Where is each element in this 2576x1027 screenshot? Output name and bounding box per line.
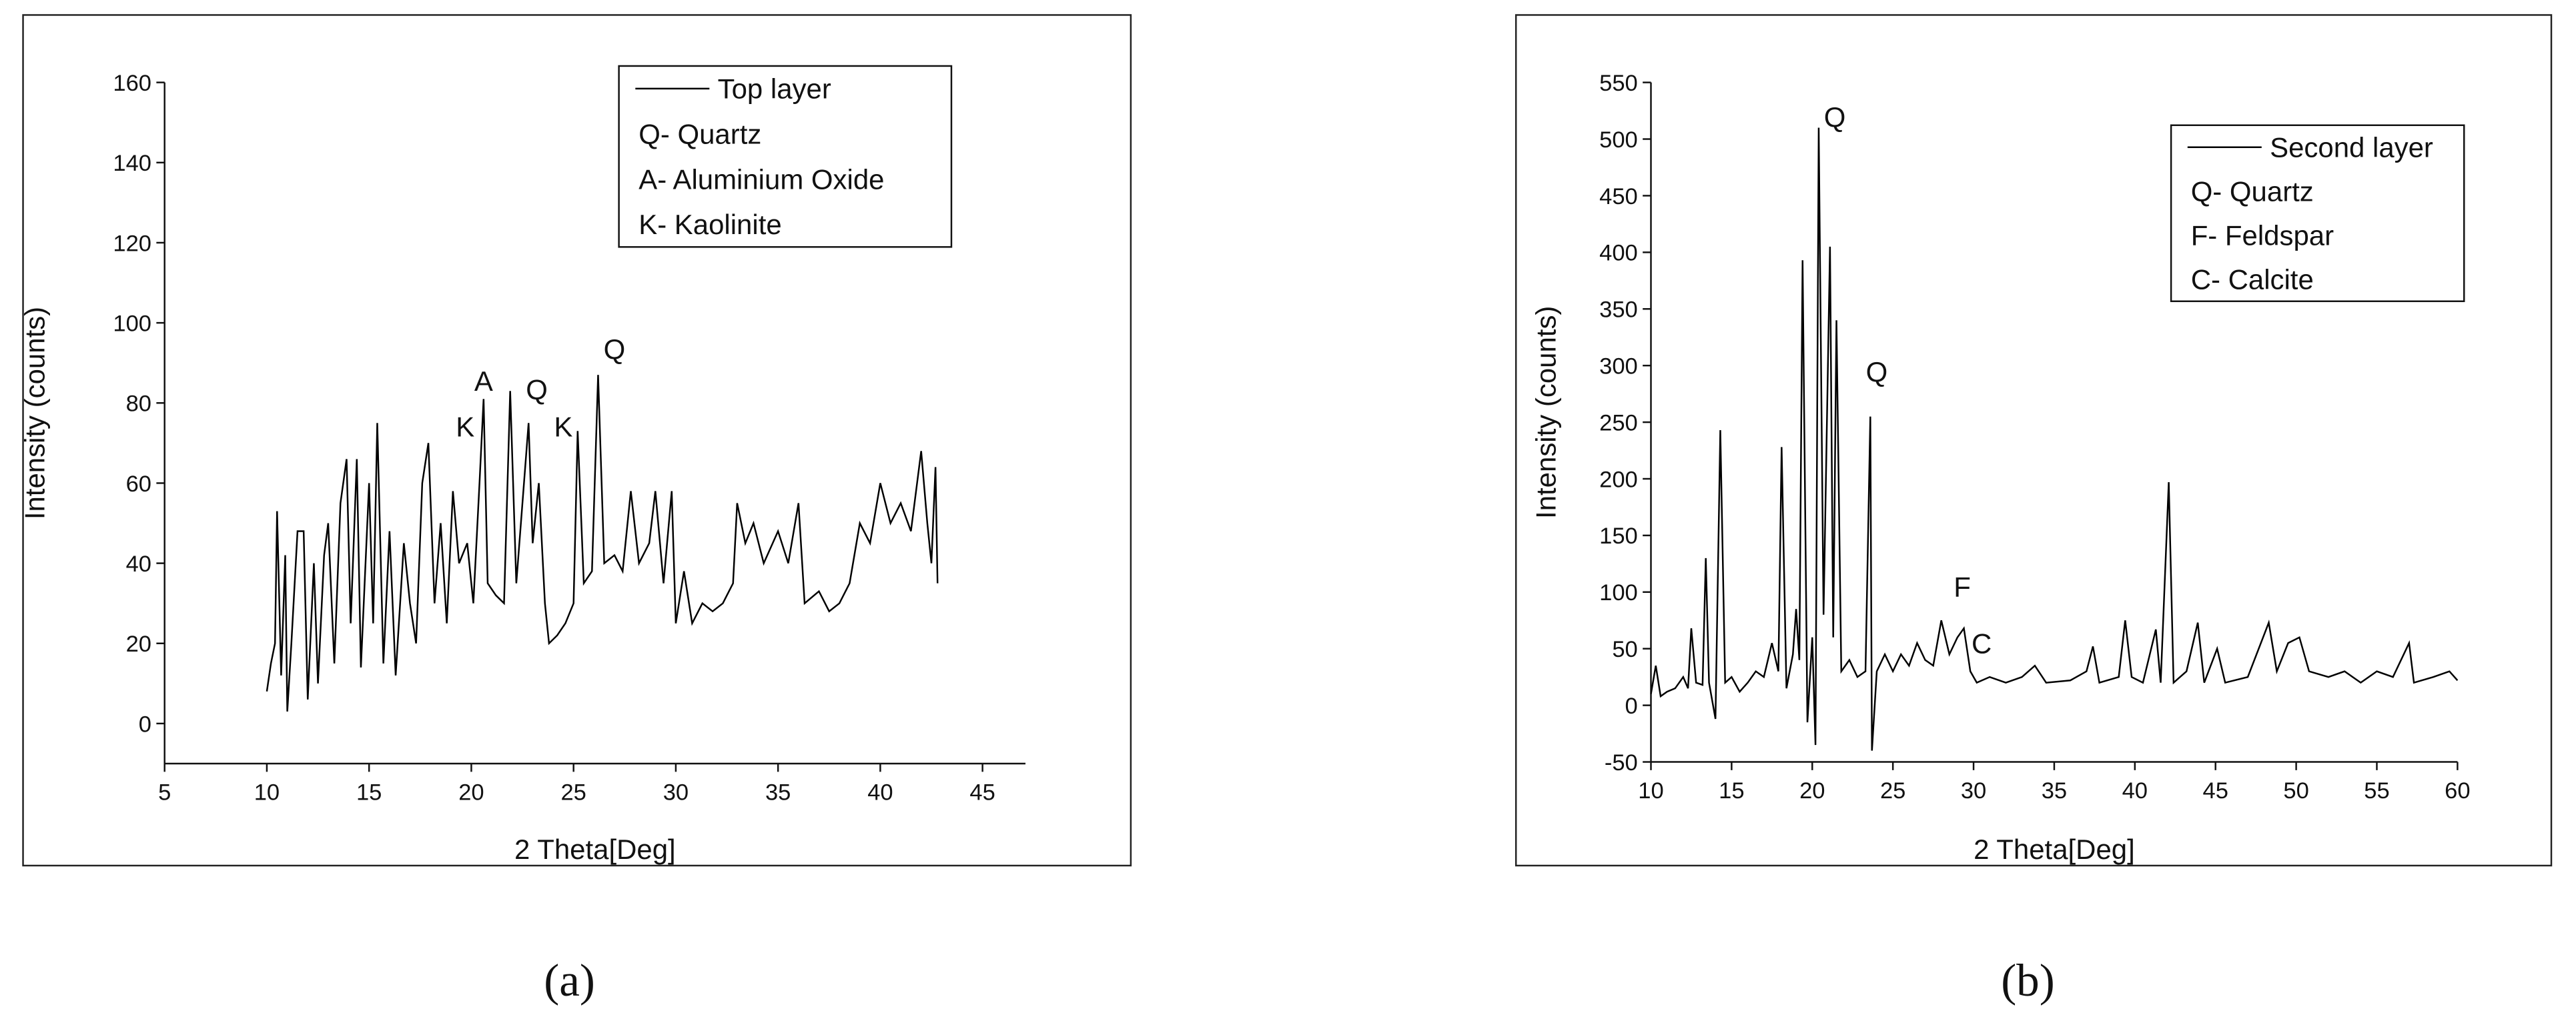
- x-tick-label: 20: [458, 780, 484, 805]
- y-tick-label: 500: [1599, 127, 1638, 153]
- x-tick-label: 30: [1961, 778, 1986, 804]
- x-tick-label: 45: [2203, 778, 2228, 804]
- panel-caption: (a): [544, 954, 595, 1006]
- y-tick-label: 60: [126, 471, 151, 497]
- y-tick-label: 20: [126, 632, 151, 657]
- x-tick-label: 10: [1638, 778, 1663, 804]
- y-tick-label: 100: [113, 311, 151, 336]
- peak-annotation: Q: [1866, 356, 1888, 387]
- legend-label: Top layer: [718, 73, 831, 105]
- y-tick-label: 120: [113, 231, 151, 256]
- y-tick-label: 80: [126, 391, 151, 417]
- y-tick-label: 400: [1599, 241, 1638, 266]
- x-tick-label: 45: [969, 780, 995, 805]
- data-line: [266, 375, 939, 712]
- legend-note: C- Calcite: [2191, 264, 2314, 295]
- x-tick-label: 15: [356, 780, 382, 805]
- peak-annotation: F: [1954, 572, 1971, 603]
- legend-label: Second layer: [2270, 132, 2433, 163]
- y-tick-label: 550: [1599, 71, 1638, 96]
- y-axis-title: Intensity (counts): [1530, 306, 1561, 519]
- y-tick-label: 0: [139, 712, 151, 737]
- x-tick-label: 25: [560, 780, 586, 805]
- x-tick-label: 40: [2122, 778, 2148, 804]
- x-tick-label: 25: [1880, 778, 1905, 804]
- x-tick-label: 40: [867, 780, 893, 805]
- peak-annotation: Q: [526, 373, 548, 405]
- x-tick-label: 50: [2283, 778, 2308, 804]
- y-tick-label: 50: [1612, 637, 1637, 662]
- x-tick-label: 60: [2445, 778, 2470, 804]
- x-tick-label: 10: [254, 780, 280, 805]
- y-tick-label: -50: [1605, 750, 1638, 776]
- panel-caption: (b): [2001, 954, 2055, 1006]
- y-tick-label: 150: [1599, 524, 1638, 549]
- y-tick-label: 350: [1599, 297, 1638, 323]
- x-tick-label: 30: [663, 780, 689, 805]
- peak-annotation: C: [1972, 628, 1992, 660]
- y-tick-label: 450: [1599, 184, 1638, 209]
- x-tick-label: 35: [765, 780, 791, 805]
- chart-frame: [22, 14, 1132, 867]
- legend-note: K- Kaolinite: [638, 209, 781, 240]
- x-axis-title: 2 Theta[Deg]: [1974, 834, 2135, 865]
- legend-note: Q- Quartz: [638, 119, 761, 150]
- y-tick-label: 40: [126, 552, 151, 577]
- legend-note: A- Aluminium Oxide: [638, 163, 884, 195]
- peak-annotation: K: [456, 411, 474, 443]
- y-tick-label: 250: [1599, 410, 1638, 435]
- legend-box: [2170, 124, 2465, 302]
- x-tick-label: 20: [1799, 778, 1825, 804]
- peak-annotation: Q: [604, 333, 626, 365]
- y-axis-title: Intensity (counts): [19, 307, 51, 520]
- y-tick-label: 140: [113, 151, 151, 176]
- data-line: [1650, 127, 2459, 751]
- y-tick-label: 200: [1599, 467, 1638, 492]
- legend-box: [618, 65, 953, 248]
- legend-note: F- Feldspar: [2191, 220, 2334, 251]
- y-tick-label: 160: [113, 71, 151, 96]
- y-tick-label: 100: [1599, 580, 1638, 606]
- peak-annotation: Q: [1824, 101, 1846, 133]
- x-tick-label: 15: [1719, 778, 1744, 804]
- x-tick-label: 5: [158, 780, 171, 805]
- legend-note: Q- Quartz: [2191, 176, 2314, 207]
- peak-annotation: A: [474, 365, 493, 397]
- chart-frame: [1515, 14, 2553, 867]
- peak-annotation: K: [554, 411, 572, 443]
- x-tick-label: 55: [2364, 778, 2389, 804]
- x-axis-title: 2 Theta[Deg]: [514, 834, 676, 865]
- y-tick-label: 300: [1599, 354, 1638, 379]
- y-tick-label: 0: [1625, 694, 1638, 719]
- x-tick-label: 35: [2042, 778, 2067, 804]
